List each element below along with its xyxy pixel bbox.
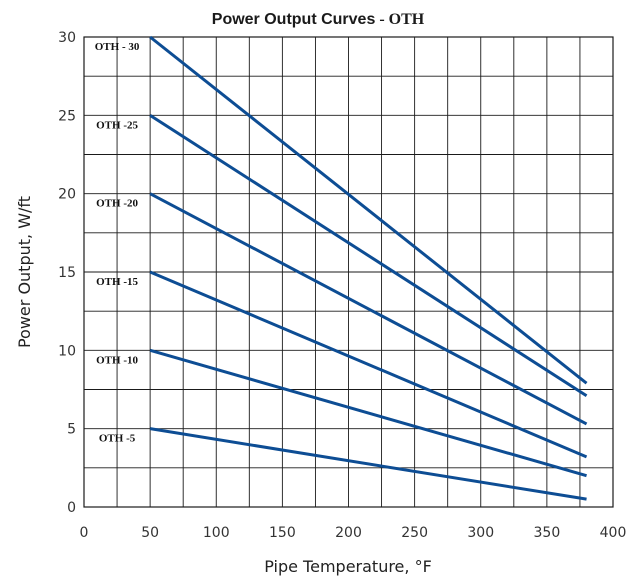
series-label: OTH - 30 — [95, 41, 140, 53]
chart-title-suffix: - OTH — [375, 11, 424, 28]
x-tick-label: 200 — [335, 525, 362, 541]
y-axis-ticks: 0 5 10 15 20 25 30 — [58, 30, 76, 516]
y-axis-label: Power Output, W/ft — [15, 196, 34, 348]
chart-grid — [84, 37, 613, 507]
y-tick-label: 30 — [58, 30, 76, 46]
x-tick-label: 300 — [467, 525, 494, 541]
x-axis-ticks: 0 50 100 150 200 250 300 350 400 — [80, 525, 627, 541]
x-tick-label: 0 — [80, 525, 89, 541]
series-label: OTH -25 — [96, 119, 138, 131]
series-labels: OTH - 30 OTH -25 OTH -20 OTH -15 OTH -10 OTH … — [95, 41, 140, 445]
x-tick-label: 400 — [600, 525, 627, 541]
series-label: OTH -20 — [96, 198, 138, 210]
x-tick-label: 50 — [141, 525, 159, 541]
series-line — [149, 348, 587, 478]
y-tick-label: 10 — [58, 343, 76, 359]
x-axis-label: Pipe Temperature, °F — [264, 557, 432, 576]
y-tick-label: 0 — [67, 500, 76, 516]
series-label: OTH -5 — [99, 433, 136, 445]
chart-title-main: Power Output Curves — [212, 11, 376, 28]
plot-area-frame — [83, 36, 614, 508]
y-tick-label: 5 — [67, 422, 76, 438]
x-tick-label: 350 — [534, 525, 561, 541]
chart-title: Power Output Curves - OTH — [212, 11, 425, 28]
series-label: OTH -15 — [96, 276, 138, 288]
x-tick-label: 250 — [401, 525, 428, 541]
x-tick-label: 100 — [203, 525, 230, 541]
series-label: OTH -10 — [96, 354, 138, 366]
y-tick-label: 15 — [58, 265, 76, 281]
series-line — [149, 270, 588, 459]
series-line — [149, 114, 588, 398]
x-tick-label: 150 — [269, 525, 296, 541]
series-line — [149, 192, 588, 426]
y-tick-label: 20 — [58, 187, 76, 203]
series-lines — [149, 35, 588, 501]
y-tick-label: 25 — [58, 108, 76, 124]
series-line — [149, 427, 587, 501]
series-line — [149, 35, 588, 385]
